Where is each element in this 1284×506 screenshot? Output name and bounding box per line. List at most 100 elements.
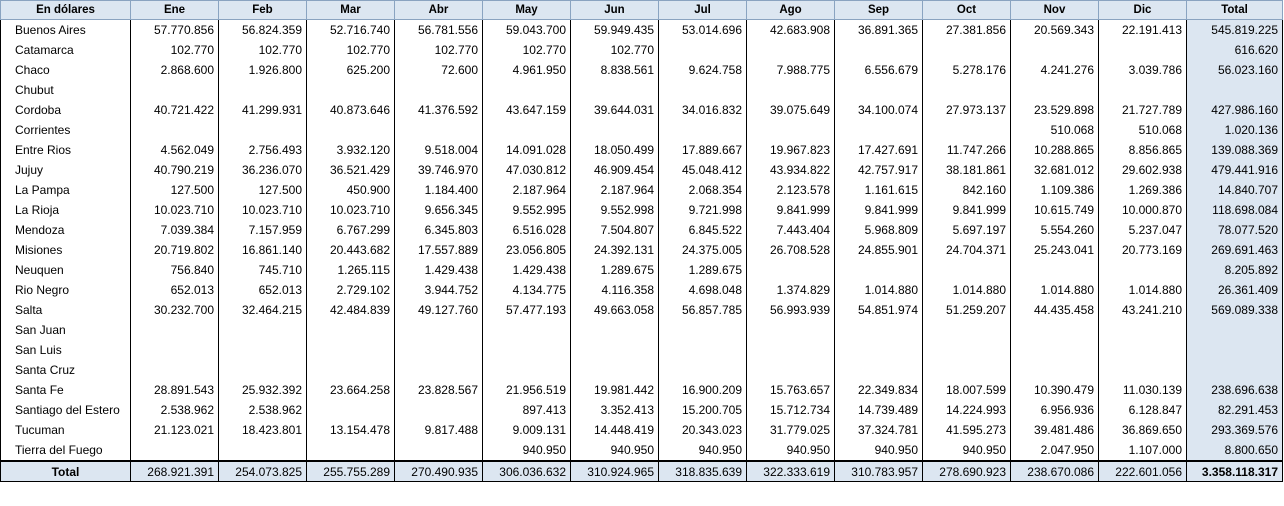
month-value-cell: 1.289.675: [658, 260, 747, 280]
month-value-cell: 7.988.775: [746, 60, 835, 80]
month-value-cell: [922, 340, 1011, 360]
footer-month-total: 270.490.935: [394, 460, 483, 482]
month-value-cell: 7.504.807: [570, 220, 659, 240]
month-value-cell: [1010, 360, 1099, 380]
month-value-cell: 45.048.412: [658, 160, 747, 180]
month-value-cell: [834, 80, 923, 100]
month-value-cell: [922, 360, 1011, 380]
month-value-cell: 8.838.561: [570, 60, 659, 80]
month-value-cell: 27.381.856: [922, 19, 1011, 40]
month-value-cell: 25.932.392: [218, 380, 307, 400]
month-value-cell: 2.538.962: [130, 400, 219, 420]
header-month-11: Dic: [1098, 0, 1187, 20]
row-total-cell: 14.840.707: [1186, 180, 1283, 200]
month-value-cell: 652.013: [130, 280, 219, 300]
month-value-cell: 4.961.950: [482, 60, 571, 80]
month-value-cell: [1098, 320, 1187, 340]
month-value-cell: 14.224.993: [922, 400, 1011, 420]
month-value-cell: 42.484.839: [306, 300, 395, 320]
month-value-cell: 102.770: [394, 40, 483, 60]
month-value-cell: 46.909.454: [570, 160, 659, 180]
month-value-cell: [834, 120, 923, 140]
header-total: Total: [1186, 0, 1283, 20]
month-value-cell: 43.647.159: [482, 100, 571, 120]
month-value-cell: 37.324.781: [834, 420, 923, 440]
province-name: Entre Rios: [0, 140, 131, 160]
month-value-cell: 14.448.419: [570, 420, 659, 440]
month-value-cell: [1098, 40, 1187, 60]
month-value-cell: [746, 260, 835, 280]
header-month-3: Abr: [394, 0, 483, 20]
month-value-cell: [922, 260, 1011, 280]
month-value-cell: 6.845.522: [658, 220, 747, 240]
month-value-cell: 39.746.970: [394, 160, 483, 180]
month-value-cell: 2.538.962: [218, 400, 307, 420]
month-value-cell: 4.562.049: [130, 140, 219, 160]
footer-month-total: 310.924.965: [570, 460, 659, 482]
row-total-cell: 545.819.225: [1186, 19, 1283, 40]
month-value-cell: 2.187.964: [570, 180, 659, 200]
month-value-cell: 897.413: [482, 400, 571, 420]
month-value-cell: 14.091.028: [482, 140, 571, 160]
month-value-cell: [218, 440, 307, 462]
header-month-5: Jun: [570, 0, 659, 20]
month-value-cell: 1.429.438: [482, 260, 571, 280]
month-value-cell: 34.100.074: [834, 100, 923, 120]
month-value-cell: 18.007.599: [922, 380, 1011, 400]
month-value-cell: [922, 80, 1011, 100]
province-name: Salta: [0, 300, 131, 320]
month-value-cell: 15.763.657: [746, 380, 835, 400]
month-value-cell: 1.107.000: [1098, 440, 1187, 462]
month-value-cell: 6.128.847: [1098, 400, 1187, 420]
row-total-cell: 238.696.638: [1186, 380, 1283, 400]
month-value-cell: 10.023.710: [130, 200, 219, 220]
month-value-cell: 510.068: [1098, 120, 1187, 140]
province-name: Corrientes: [0, 120, 131, 140]
month-value-cell: 20.719.802: [130, 240, 219, 260]
month-value-cell: 32.681.012: [1010, 160, 1099, 180]
month-value-cell: 9.817.488: [394, 420, 483, 440]
month-value-cell: 41.595.273: [922, 420, 1011, 440]
month-value-cell: [746, 360, 835, 380]
month-value-cell: 1.926.800: [218, 60, 307, 80]
month-value-cell: [746, 80, 835, 100]
month-value-cell: [218, 320, 307, 340]
month-value-cell: 2.047.950: [1010, 440, 1099, 462]
header-month-0: Ene: [130, 0, 219, 20]
month-value-cell: 5.968.809: [834, 220, 923, 240]
month-value-cell: 39.481.486: [1010, 420, 1099, 440]
month-value-cell: 4.698.048: [658, 280, 747, 300]
month-value-cell: [306, 440, 395, 462]
row-total-cell: 139.088.369: [1186, 140, 1283, 160]
month-value-cell: 49.663.058: [570, 300, 659, 320]
month-value-cell: 102.770: [218, 40, 307, 60]
month-value-cell: 6.516.028: [482, 220, 571, 240]
month-value-cell: [306, 400, 395, 420]
month-value-cell: 29.602.938: [1098, 160, 1187, 180]
month-value-cell: 11.747.266: [922, 140, 1011, 160]
month-value-cell: 54.851.974: [834, 300, 923, 320]
month-value-cell: 36.869.650: [1098, 420, 1187, 440]
month-value-cell: [746, 340, 835, 360]
month-value-cell: [130, 340, 219, 360]
month-value-cell: 43.241.210: [1098, 300, 1187, 320]
month-value-cell: [306, 80, 395, 100]
table-row: Mendoza 7.039.384 7.157.959 6.767.299 6.345.…: [0, 220, 1283, 240]
month-value-cell: [658, 120, 747, 140]
month-value-cell: [834, 260, 923, 280]
province-name: Neuquen: [0, 260, 131, 280]
footer-month-total: 310.783.957: [834, 460, 923, 482]
month-value-cell: 1.109.386: [1010, 180, 1099, 200]
table-row: Entre Rios 4.562.049 2.756.493 3.932.120 9.5…: [0, 140, 1283, 160]
month-value-cell: 9.721.998: [658, 200, 747, 220]
table-row: Salta 30.232.700 32.464.215 42.484.839 49.12…: [0, 300, 1283, 320]
header-month-2: Mar: [306, 0, 395, 20]
month-value-cell: 2.187.964: [482, 180, 571, 200]
header-month-9: Oct: [922, 0, 1011, 20]
month-value-cell: 19.981.442: [570, 380, 659, 400]
month-value-cell: 40.873.646: [306, 100, 395, 120]
month-value-cell: 16.900.209: [658, 380, 747, 400]
row-total-cell: 82.291.453: [1186, 400, 1283, 420]
header-month-7: Ago: [746, 0, 835, 20]
header-month-4: May: [482, 0, 571, 20]
